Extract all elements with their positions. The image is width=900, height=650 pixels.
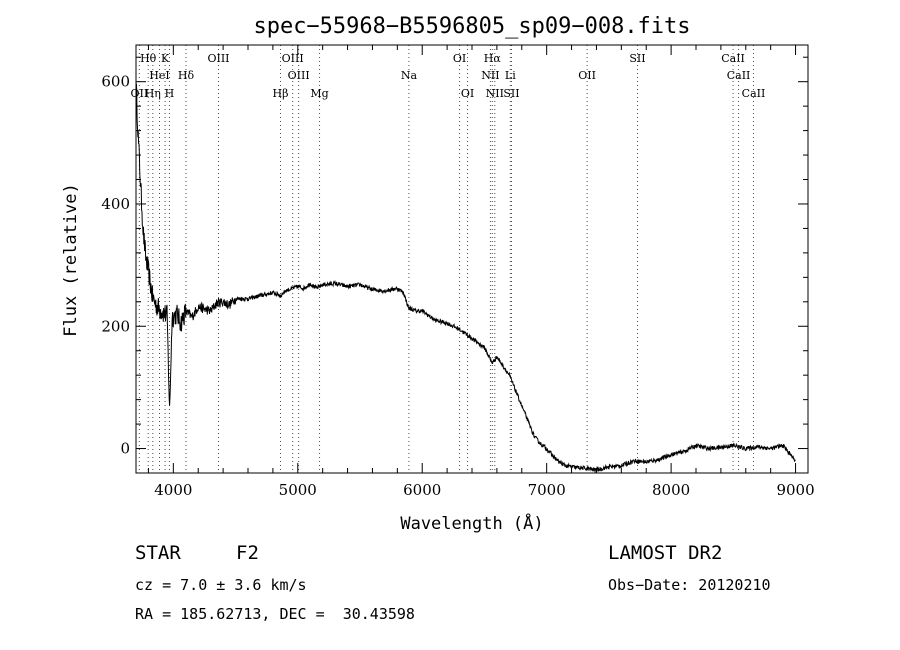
line-marker-label-18: Li xyxy=(505,69,516,82)
line-marker-label-8: OIII xyxy=(282,52,304,65)
survey-name: LAMOST DR2 xyxy=(608,542,723,564)
plot-frame xyxy=(135,44,809,474)
spectrum-series xyxy=(135,83,796,474)
x-tick-label-0: 4000 xyxy=(154,481,192,499)
line-marker-label-19: SII xyxy=(503,87,519,100)
x-axis-label: Wavelength (Å) xyxy=(400,512,543,534)
sky-coordinates: RA = 185.62713, DEC = 30.43598 xyxy=(135,605,415,623)
line-marker-label-12: Na xyxy=(401,69,418,82)
chart-title: spec−55968−B5596805_sp09−008.fits xyxy=(253,14,690,39)
line-marker-label-4: OII xyxy=(131,87,149,100)
line-marker-label-2: HeI xyxy=(149,69,169,82)
y-tick-label-3: 600 xyxy=(101,73,130,91)
line-marker-label-5: Hη xyxy=(145,87,161,100)
y-tick-label-0: 0 xyxy=(120,440,130,458)
line-marker-label-15: Hα xyxy=(484,52,502,65)
y-tick-label-2: 400 xyxy=(101,195,130,213)
x-tick-label-4: 8000 xyxy=(652,481,690,499)
line-marker-label-10: Hβ xyxy=(273,87,289,100)
line-marker-label-11: Mg xyxy=(310,87,328,100)
spectrum-line xyxy=(135,83,796,474)
line-marker-label-14: OI xyxy=(461,87,474,100)
line-marker-label-9: OIII xyxy=(288,69,310,82)
y-axis-label: Flux (relative) xyxy=(61,183,81,337)
line-marker-label-6: H xyxy=(165,87,175,100)
line-marker-label-16: NII xyxy=(481,69,499,82)
line-marker-label-23: CaII xyxy=(727,69,751,82)
line-marker-label-13: OI xyxy=(453,52,466,65)
axis-ticks: 4000 5000 6000 7000 8000 9000 0 200 400 600 xyxy=(101,45,815,499)
x-tick-label-5: 9000 xyxy=(776,481,814,499)
line-marker-label-0: Hθ xyxy=(140,52,157,65)
line-marker-label-1: K xyxy=(161,52,170,65)
redshift-velocity: cz = 7.0 ± 3.6 km/s xyxy=(135,576,307,594)
line-marker-label-3: Hδ xyxy=(178,69,195,82)
line-marker-label-24: CaII xyxy=(742,87,766,100)
line-marker-label-22: CaII xyxy=(721,52,745,65)
spectral-subclass: F2 xyxy=(236,542,259,564)
object-class: STAR xyxy=(135,542,181,564)
y-tick-label-1: 200 xyxy=(101,317,130,335)
observation-date: Obs−Date: 20120210 xyxy=(608,576,771,594)
x-tick-label-2: 6000 xyxy=(403,481,441,499)
line-marker-label-17: NII xyxy=(486,87,504,100)
line-marker-label-7: OIII xyxy=(207,52,229,65)
line-marker-label-21: SII xyxy=(629,52,645,65)
x-tick-label-3: 7000 xyxy=(528,481,566,499)
line-marker-label-20: OII xyxy=(578,69,596,82)
x-tick-label-1: 5000 xyxy=(279,481,317,499)
